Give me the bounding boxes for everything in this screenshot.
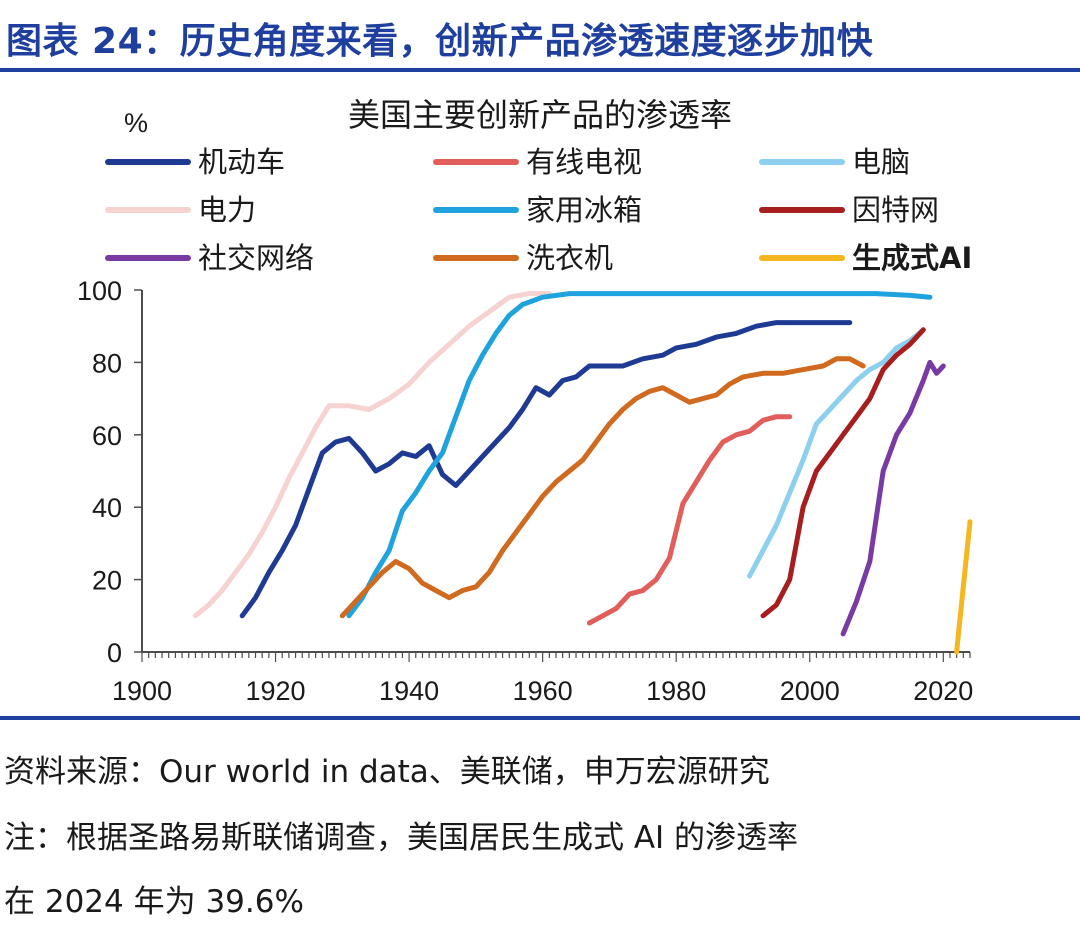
y-tick-label: 80 bbox=[92, 348, 122, 378]
legend-label-2: 有线电视 bbox=[526, 145, 642, 179]
legend-label-3: 电脑 bbox=[852, 145, 910, 179]
y-axis-unit: % bbox=[124, 108, 148, 138]
header-rule bbox=[0, 68, 1080, 72]
y-tick-label: 60 bbox=[92, 421, 122, 451]
series-line-8 bbox=[339, 356, 866, 619]
x-tick-label: 1920 bbox=[246, 676, 306, 706]
series-line-4 bbox=[192, 291, 552, 619]
x-tick-label: 2000 bbox=[780, 676, 840, 706]
figure-header: 图表 24：历史角度来看，创新产品渗透速度逐步加快 bbox=[0, 0, 1080, 70]
legend-label-4: 电力 bbox=[198, 193, 256, 227]
series-line-6 bbox=[760, 327, 926, 619]
x-tick-label: 2020 bbox=[913, 676, 973, 706]
x-tick-label: 1960 bbox=[513, 676, 573, 706]
y-tick-label: 20 bbox=[92, 566, 122, 596]
x-tick-label: 1940 bbox=[379, 676, 439, 706]
note-line-2: 在 2024 年为 39.6% bbox=[4, 884, 304, 920]
legend-label-5: 家用冰箱 bbox=[526, 193, 642, 227]
legend-label-8: 洗衣机 bbox=[526, 241, 613, 275]
legend-label-1: 机动车 bbox=[198, 145, 285, 179]
note-line-1: 注：根据圣路易斯联储调查，美国居民生成式 AI 的渗透率 bbox=[4, 820, 799, 856]
x-tick-label: 1980 bbox=[646, 676, 706, 706]
legend-label-6: 因特网 bbox=[852, 193, 939, 227]
series-line-2 bbox=[586, 414, 793, 626]
legend-label-9: 生成式AI bbox=[852, 241, 972, 275]
y-tick-label: 100 bbox=[77, 276, 122, 306]
x-tick-label: 1900 bbox=[112, 676, 172, 706]
y-tick-label: 40 bbox=[92, 493, 122, 523]
y-tick-label: 0 bbox=[107, 638, 122, 668]
series-line-9 bbox=[954, 519, 973, 655]
chart-axes: 1900 1920 1940 1960 1980 2000 2020 0 20 40 60 80 100 bbox=[77, 276, 973, 706]
source-note: 资料来源：Our world in data、美联储，申万宏源研究 bbox=[4, 754, 770, 790]
chart-series bbox=[192, 291, 973, 655]
series-line-7 bbox=[840, 359, 946, 637]
legend-label-7: 社交网络 bbox=[198, 241, 314, 275]
series-line-1 bbox=[239, 320, 853, 619]
footer-rule bbox=[0, 716, 1080, 720]
figure-title: 图表 24：历史角度来看，创新产品渗透速度逐步加快 bbox=[6, 21, 874, 62]
series-line-3 bbox=[747, 327, 926, 579]
series-line-5 bbox=[346, 291, 933, 619]
chart-title: 美国主要创新产品的渗透率 bbox=[348, 96, 732, 134]
